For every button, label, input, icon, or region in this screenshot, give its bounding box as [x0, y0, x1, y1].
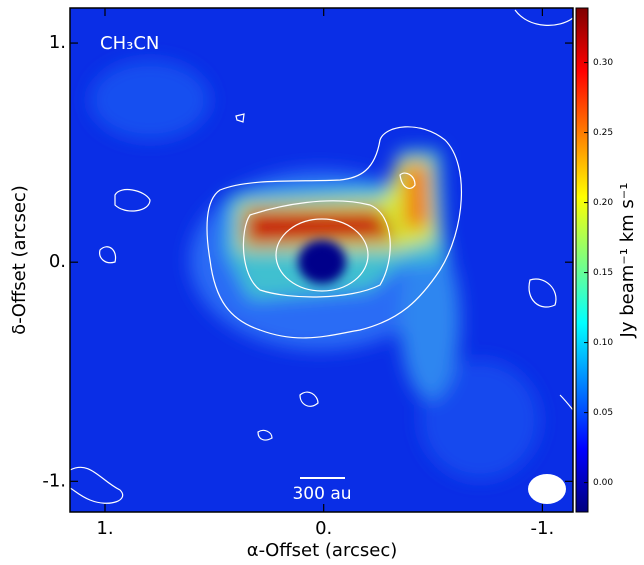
plot-frame	[69, 7, 574, 513]
x-tick-label: 0.	[315, 518, 332, 539]
central-hole	[298, 240, 346, 284]
contours	[70, 9, 573, 504]
colorbar-tick-label: 0.30	[593, 58, 613, 68]
y-axis-label: δ-Offset (arcsec)	[9, 185, 30, 335]
annotation: CH₃CN	[100, 33, 159, 54]
colorbar-tick-label: 0.20	[593, 198, 613, 208]
y-tick-label: 0.	[49, 251, 66, 272]
y-tick-label: -1.	[42, 470, 66, 491]
x-tick-label: 1.	[96, 518, 113, 539]
colorbar-tick-label: 0.15	[593, 268, 613, 278]
colorbar-tick-label: 0.10	[593, 338, 613, 348]
beam	[528, 474, 566, 504]
map-image: 300 au CH₃CN	[70, 8, 573, 512]
scale-bar-label: 300 au	[292, 484, 351, 504]
colorbar-tick-label: 0.00	[593, 478, 613, 488]
colorbar-tick-label: 0.25	[593, 128, 613, 138]
colorbar-label: Jy beam⁻¹ km s⁻¹	[617, 183, 638, 339]
colorbar	[575, 7, 589, 513]
x-axis-label: α-Offset (arcsec)	[247, 540, 398, 561]
x-tick-label: -1.	[531, 518, 555, 539]
colorbar-tick-label: 0.05	[593, 408, 613, 418]
y-tick-label: 1.	[49, 32, 66, 53]
